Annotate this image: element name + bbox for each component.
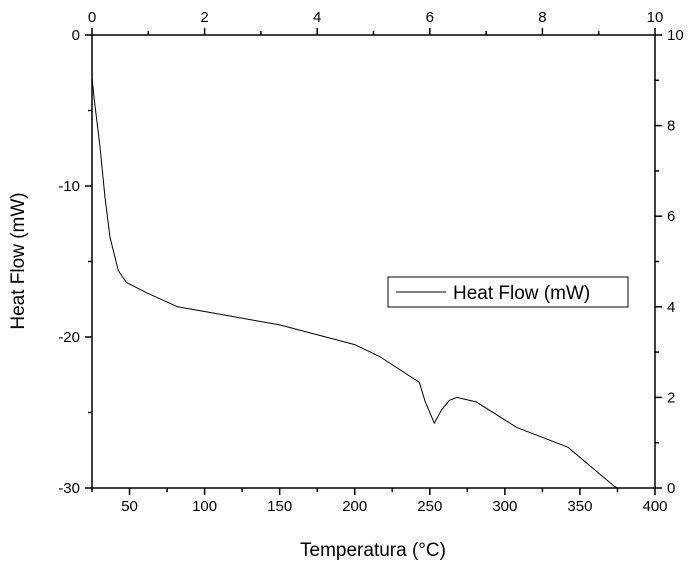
right-tick-label: 2: [667, 389, 675, 406]
y-axis-label: Heat Flow (mW): [8, 192, 29, 329]
right-tick-label: 6: [667, 208, 675, 225]
y-tick-label: 0: [72, 27, 80, 44]
series-line-heat-flow: [91, 77, 618, 489]
top-tick-label: 10: [647, 9, 664, 26]
top-tick-label: 6: [426, 9, 434, 26]
x-tick-label: 250: [417, 498, 442, 515]
x-tick-label: 150: [267, 498, 292, 515]
right-tick-label: 0: [667, 480, 675, 497]
x-axis-label: Temperatura (°C): [300, 540, 446, 561]
right-tick-label: 8: [667, 118, 675, 135]
y-tick-label: -30: [58, 480, 80, 497]
y-tick-label: -20: [58, 329, 80, 346]
plot-frame: [91, 34, 656, 489]
x-tick-label: 350: [567, 498, 592, 515]
top-tick-label: 4: [313, 9, 321, 26]
top-tick-label: 0: [88, 9, 96, 26]
y-tick-label: -10: [58, 178, 80, 195]
legend: Heat Flow (mW): [387, 276, 629, 308]
x-tick-label: 300: [492, 498, 517, 515]
x-tick-label: 50: [121, 498, 138, 515]
x-tick-label: 400: [642, 498, 667, 515]
x-tick-label: 100: [192, 498, 217, 515]
top-tick-label: 8: [538, 9, 546, 26]
x-tick-label: 200: [342, 498, 367, 515]
legend-label: Heat Flow (mW): [453, 283, 590, 304]
right-tick-label: 10: [667, 27, 684, 44]
right-tick-label: 4: [667, 299, 675, 316]
top-tick-label: 2: [200, 9, 208, 26]
